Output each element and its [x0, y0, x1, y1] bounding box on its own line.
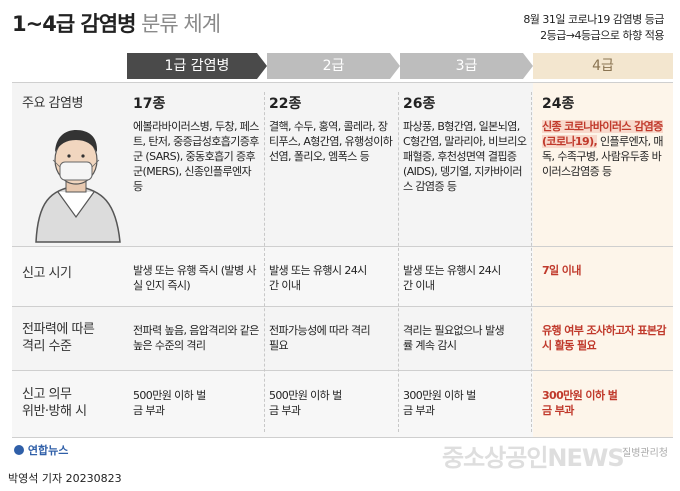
divider — [12, 306, 673, 307]
cell-grade3-penalty: 300만원 이하 벌금 부과 — [403, 389, 476, 417]
tab-grade-3: 3급 — [400, 53, 533, 79]
cell-grade3-report: 발생 또는 유행시 24시간 이내 — [403, 264, 501, 292]
title-light: 분류 체계 — [141, 12, 221, 36]
column-divider — [531, 92, 532, 432]
row-label-isolation-line1: 전파력에 따른 — [22, 322, 95, 337]
title-bold: 1~4급 감염병 — [12, 12, 136, 36]
cell-grade3-isolation: 격리는 필요없으나 발생률 계속 감시 — [403, 324, 505, 352]
divider — [12, 246, 673, 247]
cell-grade2-penalty: 500만원 이하 벌금 부과 — [269, 389, 342, 417]
cell-grade1-penalty: 500만원 이하 벌금 부과 — [133, 389, 206, 417]
tab-grade-2: 2급 — [267, 53, 400, 79]
byline: 박영석 기자 20230823 — [8, 472, 122, 485]
row-label-penalty: 신고 의무 위반·방해 시 — [22, 386, 87, 420]
grade4-disease-list: 인플루엔자, 매독, 수족구병, 사람유두종 바이러스감염증 등 — [542, 135, 664, 178]
note-line-2: 2등급→4등급으로 하향 적용 — [540, 29, 664, 42]
cell-grade2-disease: 22종 결핵, 수두, 홍역, 콜레라, 장티푸스, A형간염, 유행성이하선염… — [269, 95, 393, 164]
source-text: 질병관리청 — [622, 448, 668, 459]
row-label-isolation: 전파력에 따른 격리 수준 — [22, 321, 95, 355]
grade2-disease-list: 결핵, 수두, 홍역, 콜레라, 장티푸스, A형간염, 유행성이하선염, 폴리… — [269, 120, 393, 163]
tab-grade-4: 4급 — [533, 53, 673, 79]
cell-grade1-report: 발생 또는 유행 즉시 (발병 사실 인지 즉시) — [133, 264, 257, 292]
cell-grade4-report: 7일 이내 — [542, 264, 581, 277]
masked-person-illustration — [35, 130, 121, 243]
grade3-disease-list: 파상풍, B형간염, 일본뇌염, C형간염, 말라리아, 비브리오 패혈증, 후… — [403, 120, 527, 193]
logo-icon — [14, 445, 24, 455]
row-label-isolation-line2: 격리 수준 — [22, 339, 72, 354]
logo-text: 연합뉴스 — [27, 444, 69, 457]
cell-grade1-isolation: 전파력 높음, 음압격리와 같은 높은 수준의 격리 — [133, 324, 259, 352]
note-line-1: 8월 31일 코로나19 감염병 등급 — [523, 13, 664, 26]
cell-grade2-isolation: 전파가능성에 따라 격리 필요 — [269, 324, 371, 352]
header-note: 8월 31일 코로나19 감염병 등급 2등급→4등급으로 하향 적용 — [523, 12, 664, 44]
divider — [12, 370, 673, 371]
cell-grade4-penalty: 300만원 이하 벌금 부과 — [542, 389, 618, 417]
page-title: 1~4급 감염병 분류 체계 — [12, 8, 221, 38]
grade4-count: 24종 — [542, 96, 575, 112]
watermark: 중소상공인NEWS — [442, 444, 625, 472]
yonhap-logo: 연합뉴스 — [14, 442, 68, 458]
column-divider — [398, 92, 399, 432]
grade1-count: 17종 — [133, 96, 166, 112]
cell-grade1-disease: 17종 에볼라바이러스병, 두창, 페스트, 탄저, 중증급성호흡기증후군 (S… — [133, 95, 259, 194]
column-divider — [264, 92, 265, 432]
cell-grade4-isolation: 유행 여부 조사하고자 표본감시 활동 필요 — [542, 324, 667, 352]
row-label-report-time: 신고 시기 — [22, 266, 72, 281]
grade2-count: 22종 — [269, 96, 302, 112]
row-label-penalty-line1: 신고 의무 — [22, 387, 72, 402]
cell-grade4-disease: 24종 신종 코로나바이러스 감염증(코로나19), 인플루엔자, 매독, 수족… — [542, 95, 668, 179]
cell-grade2-report: 발생 또는 유행시 24시간 이내 — [269, 264, 367, 292]
divider — [12, 437, 673, 438]
tab-grade-1: 1급 감염병 — [127, 53, 267, 79]
divider — [12, 82, 673, 83]
cell-grade3-disease: 26종 파상풍, B형간염, 일본뇌염, C형간염, 말라리아, 비브리오 패혈… — [403, 95, 527, 194]
grade3-count: 26종 — [403, 96, 436, 112]
row-label-penalty-line2: 위반·방해 시 — [22, 404, 87, 419]
grade1-disease-list: 에볼라바이러스병, 두창, 페스트, 탄저, 중증급성호흡기증후군 (SARS)… — [133, 120, 259, 193]
row-label-main-disease: 주요 감염병 — [22, 96, 83, 111]
